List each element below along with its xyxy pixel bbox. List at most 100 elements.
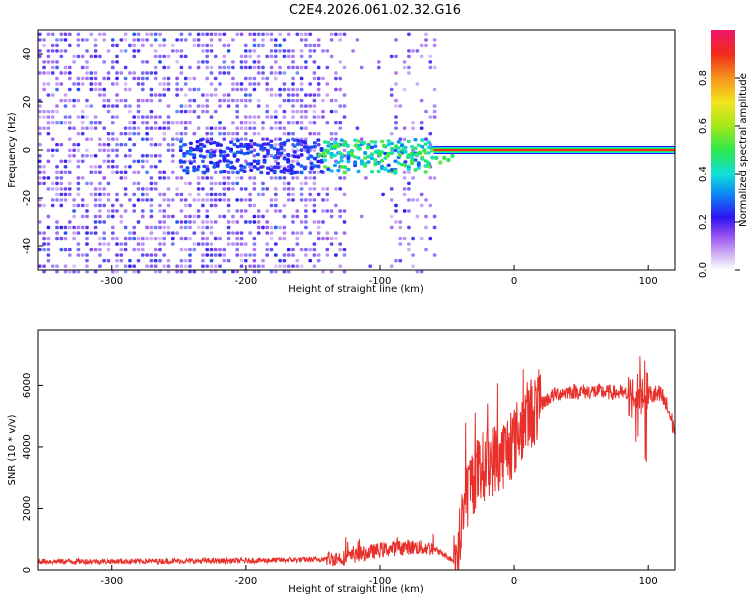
spectrogram-cell: [85, 181, 89, 186]
spectrogram-cell: [329, 236, 334, 241]
spectrogram-cell: [136, 49, 141, 53]
spectrogram-cell: [50, 187, 55, 191]
spectrogram-cell: [239, 54, 244, 59]
spectrogram-cell: [316, 170, 321, 174]
spectrogram-cell: [265, 253, 269, 257]
spectrogram-cell: [98, 181, 102, 186]
spectrogram-cell: [316, 143, 321, 147]
spectrogram-cell: [153, 225, 158, 230]
spectrogram-cell: [175, 76, 179, 81]
spectrogram-cell: [188, 104, 192, 108]
spectrogram-cell: [286, 121, 291, 125]
spectrogram-cell: [85, 104, 89, 108]
spectrogram-cell: [402, 60, 407, 64]
spectrogram-cell: [149, 264, 154, 268]
spectrogram-cell: [55, 109, 59, 114]
spectrogram-cell: [115, 170, 119, 174]
spectrogram-cell: [175, 87, 179, 92]
spectrogram-cell: [389, 187, 394, 191]
spectrogram-cell: [312, 43, 317, 48]
spectrogram-cell: [396, 161, 401, 165]
spectrogram-cell: [50, 71, 55, 75]
spectrogram-cell: [196, 65, 201, 70]
spectrogram-cell: [111, 203, 115, 208]
spectrogram-cell: [231, 65, 235, 70]
spectrogram-cell: [256, 60, 261, 64]
spectrogram-cell: [420, 157, 425, 161]
spectrogram-cell: [239, 164, 244, 168]
spectrogram-cell: [102, 220, 106, 224]
spectrogram-cell: [299, 148, 304, 152]
spectrogram-cell: [115, 209, 119, 213]
spectrogram-cell: [442, 155, 447, 160]
spectrogram-cell: [231, 38, 235, 42]
colorbar: 0.00.20.40.60.8 Normalized spectral ampl…: [698, 30, 749, 278]
spectrogram-cell: [402, 192, 407, 197]
spectrogram-cell: [265, 220, 269, 224]
spectrogram-cell: [149, 87, 154, 92]
spectrogram-cell: [278, 71, 282, 75]
spectrogram-cell: [93, 225, 98, 230]
spectrogram-cell: [295, 159, 300, 163]
spectrogram-cell: [72, 126, 76, 130]
spectrogram-cell: [222, 214, 227, 219]
spectrogram-cell: [115, 54, 119, 59]
spectrogram-cell: [325, 49, 330, 53]
spectrogram-cell: [182, 160, 187, 164]
spectrogram-cell: [98, 264, 102, 268]
spectrogram-cell: [153, 32, 158, 36]
spectrogram-cell: [428, 236, 433, 241]
spectrogram-cell: [410, 159, 415, 164]
spectrogram-cell: [128, 71, 132, 75]
spectrogram-cell: [158, 236, 162, 241]
spectrogram-cell: [282, 98, 287, 103]
spectrogram-cell: [179, 132, 184, 136]
spectrogram-cell: [292, 144, 297, 148]
spectrogram-cell: [192, 76, 197, 81]
spectrogram-cell: [265, 82, 269, 86]
spectrogram-cell: [149, 43, 154, 48]
spectrogram-cell: [183, 126, 188, 130]
spectrogram-cell: [248, 126, 252, 130]
spectrogram-cell: [145, 187, 149, 191]
spectrogram-cell: [205, 32, 209, 36]
spectrogram-cell: [261, 65, 265, 70]
spectrogram-cell: [274, 264, 278, 268]
spectrogram-cell: [380, 164, 384, 169]
spectrogram-cell: [89, 181, 94, 186]
spectrogram-cell: [231, 220, 235, 224]
x-tick-label: -300: [100, 576, 123, 587]
spectrogram-cell: [225, 159, 230, 163]
spectrogram-cell: [248, 220, 252, 224]
spectrogram-cell: [175, 60, 179, 64]
spectrogram-cell: [276, 161, 280, 166]
spectrogram-cell: [231, 98, 235, 103]
spectrogram-cell: [68, 71, 72, 75]
spectrogram-cell: [235, 32, 239, 36]
x-tick-label: -100: [369, 576, 392, 587]
spectrogram-cell: [222, 169, 227, 174]
spectrogram-cell: [321, 270, 325, 274]
spectrogram-cell: [325, 65, 330, 70]
spectrogram-cell: [38, 109, 42, 114]
spectrogram-cell: [42, 231, 46, 235]
spectrogram-cell: [213, 247, 218, 252]
spectrogram-cell: [226, 181, 231, 186]
spectrogram-cell: [196, 214, 201, 219]
spectrogram-cell: [316, 192, 321, 197]
spectrogram-cell: [55, 82, 59, 86]
spectrogram-cell: [407, 181, 411, 186]
spectrogram-cell: [259, 144, 264, 148]
spectrogram-cell: [299, 104, 304, 108]
spectrogram-cell: [55, 225, 59, 230]
spectrogram-cell: [261, 264, 265, 268]
spectrogram-cell: [278, 259, 282, 263]
spectrogram-cell: [416, 163, 421, 167]
spectrogram-cell: [269, 176, 274, 180]
spectrogram-cell: [93, 71, 98, 75]
spectrogram-cell: [394, 220, 398, 224]
spectrogram-cell: [179, 38, 184, 42]
spectrogram-cell: [123, 32, 128, 36]
